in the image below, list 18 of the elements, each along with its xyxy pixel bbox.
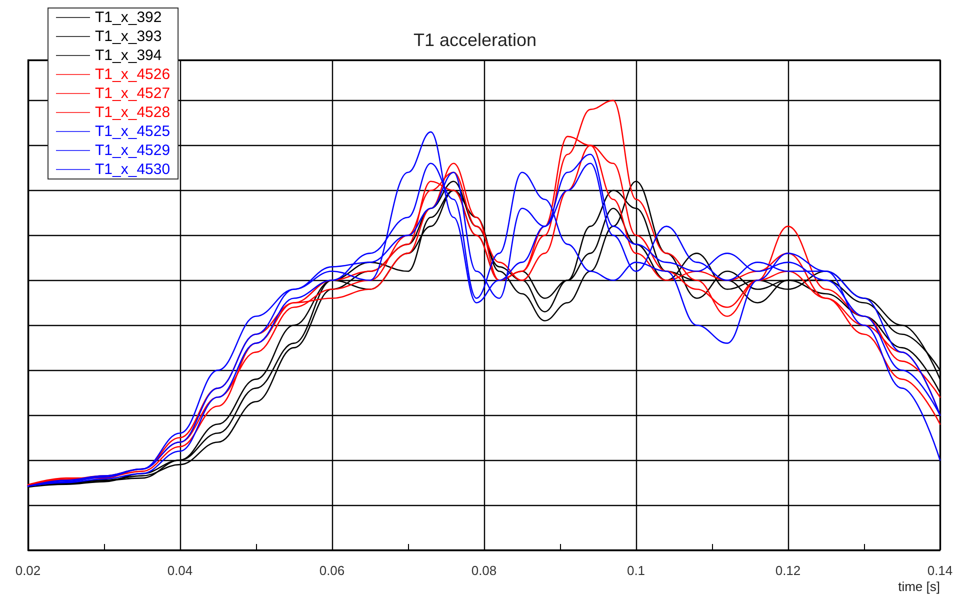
legend-label: T1_x_4527 bbox=[95, 85, 170, 102]
x-axis-title: time [s] bbox=[898, 579, 940, 594]
legend-label: T1_x_4529 bbox=[95, 142, 170, 159]
x-tick-label: 0.1 bbox=[626, 563, 646, 578]
x-tick-label: 0.04 bbox=[167, 563, 193, 578]
legend-label: T1_x_392 bbox=[95, 9, 162, 26]
legend-label: T1_x_4526 bbox=[95, 66, 170, 83]
legend-label: T1_x_393 bbox=[95, 28, 162, 45]
legend-label: T1_x_4525 bbox=[95, 123, 170, 140]
legend-label: T1_x_4530 bbox=[95, 161, 170, 178]
x-tick-label: 0.12 bbox=[775, 563, 801, 578]
x-tick-label: 0.14 bbox=[927, 563, 953, 578]
x-tick-label: 0.02 bbox=[15, 563, 41, 578]
legend-label: T1_x_394 bbox=[95, 47, 162, 64]
x-tick-label: 0.08 bbox=[471, 563, 497, 578]
x-tick-label: 0.06 bbox=[319, 563, 345, 578]
chart-title: T1 acceleration bbox=[413, 30, 537, 50]
legend-label: T1_x_4528 bbox=[95, 104, 170, 121]
